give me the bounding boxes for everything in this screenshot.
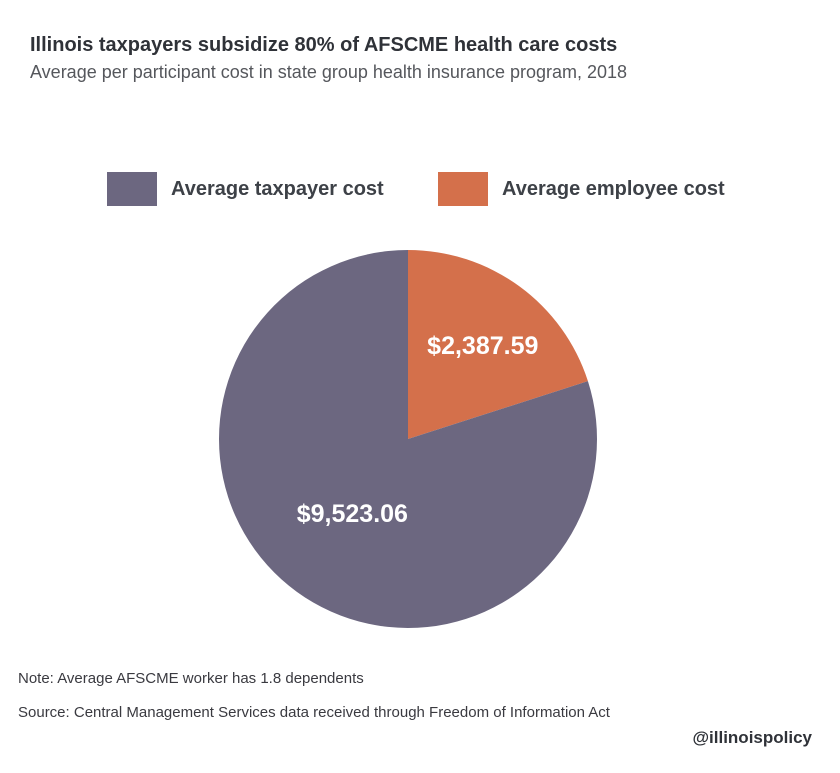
chart-title: Illinois taxpayers subsidize 80% of AFSC…	[30, 34, 618, 56]
slice-label-taxpayer: $9,523.06	[297, 500, 408, 528]
legend-item-taxpayer: Average taxpayer cost	[107, 172, 384, 206]
legend-label-taxpayer: Average taxpayer cost	[171, 177, 384, 200]
pie-slice-employee	[408, 250, 588, 439]
legend-swatch-taxpayer	[107, 172, 157, 206]
chart-source: Source: Central Management Services data…	[18, 704, 610, 721]
brand-handle: @illinoispolicy	[692, 728, 812, 747]
legend-item-employee: Average employee cost	[438, 172, 725, 206]
slice-label-employee: $2,387.59	[427, 332, 538, 360]
chart-note: Note: Average AFSCME worker has 1.8 depe…	[18, 670, 364, 687]
chart-subtitle: Average per participant cost in state gr…	[30, 62, 628, 82]
legend-label-employee: Average employee cost	[502, 177, 725, 200]
legend-swatch-employee	[438, 172, 488, 206]
pie-slice-taxpayer	[218, 250, 598, 628]
